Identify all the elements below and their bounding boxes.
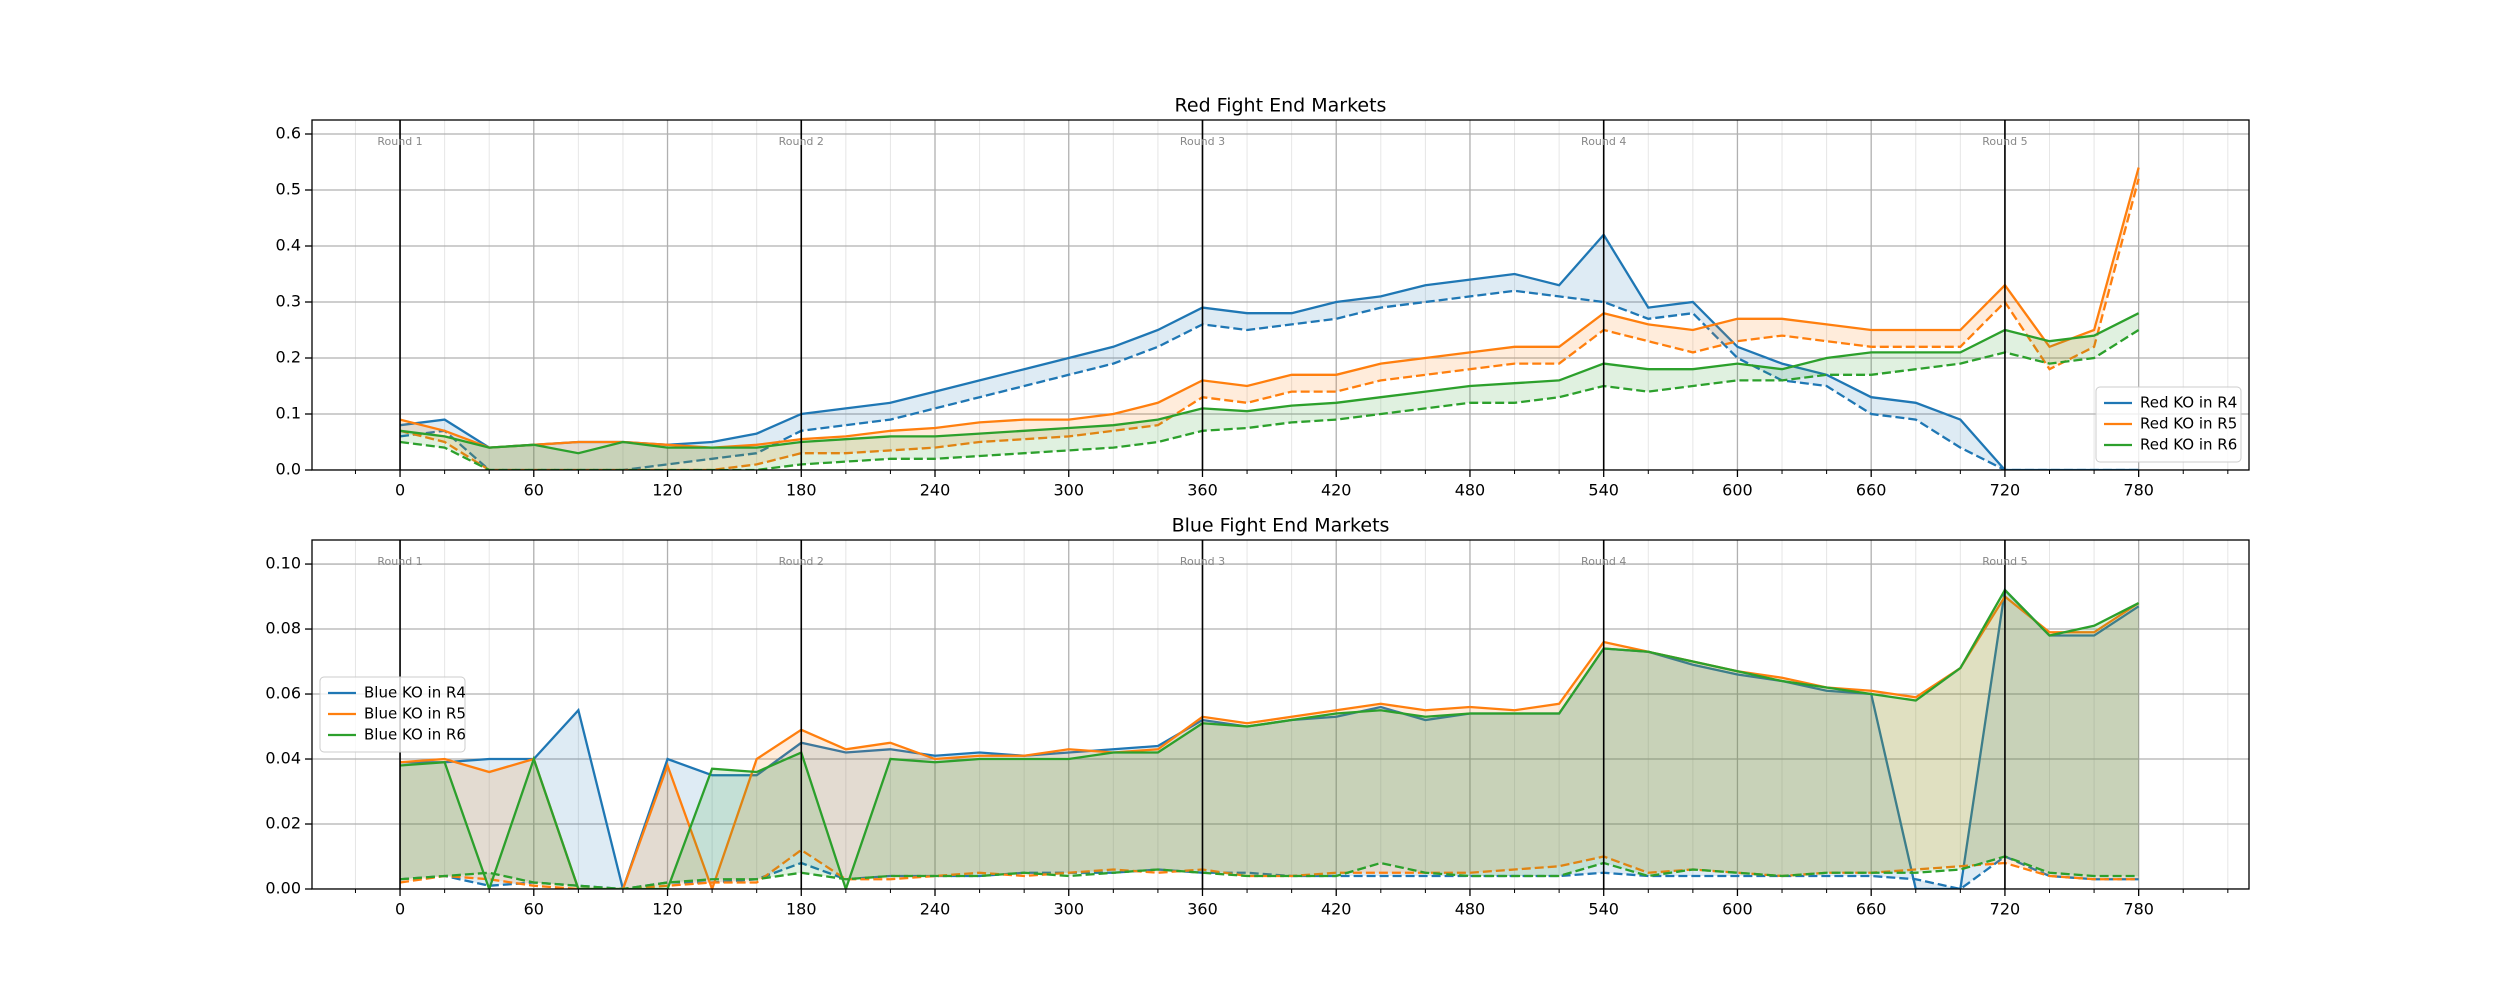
legend-box <box>319 676 466 753</box>
round-label: Round 5 <box>1982 135 2027 148</box>
plot-area <box>312 120 2249 470</box>
y-tick-label: 0.04 <box>265 749 301 768</box>
x-tick-label: 420 <box>1321 481 1352 500</box>
round-label: Round 1 <box>377 135 422 148</box>
round-label: Round 4 <box>1581 135 1626 148</box>
plot-area <box>312 540 2249 889</box>
x-tick-label: 120 <box>652 481 683 500</box>
band-fill <box>400 590 2139 889</box>
x-tick-label: 420 <box>1321 900 1352 919</box>
round-label: Round 3 <box>1180 135 1225 148</box>
y-tick-label: 0.0 <box>276 460 301 479</box>
x-tick-label: 180 <box>786 900 817 919</box>
lower-line <box>399 329 2140 470</box>
x-tick-label: 540 <box>1588 481 1619 500</box>
chart-title: Blue Fight End Markets <box>1172 515 1390 537</box>
x-tick-label: 0 <box>395 900 405 919</box>
x-tick-label: 180 <box>786 481 817 500</box>
x-tick-label: 660 <box>1856 900 1887 919</box>
legend-label: Red KO in R4 <box>2140 394 2237 412</box>
axes-frame <box>311 539 2250 890</box>
x-tick-label: 360 <box>1187 481 1218 500</box>
x-tick-label: 300 <box>1053 900 1084 919</box>
legend-box <box>2095 386 2242 463</box>
axes-frame <box>311 119 2250 471</box>
round-label: Round 2 <box>779 135 824 148</box>
chart-title: Red Fight End Markets <box>1175 95 1387 117</box>
y-tick-label: 0.2 <box>276 348 301 367</box>
band-fill <box>400 234 2139 470</box>
x-tick-label: 480 <box>1455 900 1486 919</box>
x-tick-label: 660 <box>1856 481 1887 500</box>
x-tick-label: 720 <box>1990 900 2021 919</box>
band-fill <box>400 596 2139 889</box>
x-tick-label: 360 <box>1187 900 1218 919</box>
lower-line <box>399 289 2139 470</box>
series-line <box>399 588 2140 889</box>
x-tick-label: 600 <box>1722 900 1753 919</box>
x-tick-label: 120 <box>652 900 683 919</box>
y-tick-label: 0.06 <box>265 684 301 703</box>
series-line <box>399 232 2139 470</box>
legend-label: Red KO in R5 <box>2140 415 2237 433</box>
x-tick-label: 60 <box>524 900 544 919</box>
legend-label: Blue KO in R4 <box>364 684 466 702</box>
y-tick-label: 0.08 <box>265 619 301 638</box>
y-tick-label: 0.3 <box>276 292 301 311</box>
series-line <box>399 312 2140 455</box>
y-tick-label: 0.1 <box>276 404 301 423</box>
round-label: Round 5 <box>1982 555 2027 568</box>
y-tick-label: 0.5 <box>276 180 301 199</box>
lower-line <box>399 855 2139 889</box>
round-label: Round 1 <box>377 555 422 568</box>
legend-label: Red KO in R6 <box>2140 436 2237 454</box>
round-label: Round 2 <box>779 555 824 568</box>
x-tick-label: 240 <box>920 481 951 500</box>
x-tick-label: 600 <box>1722 481 1753 500</box>
x-tick-label: 240 <box>920 900 951 919</box>
legend-label: Blue KO in R6 <box>364 726 466 744</box>
band-fill <box>400 313 2139 470</box>
round-label: Round 4 <box>1581 555 1626 568</box>
legend-label: Blue KO in R5 <box>364 705 466 723</box>
y-tick-label: 0.10 <box>265 554 301 573</box>
x-tick-label: 60 <box>524 481 544 500</box>
series-line <box>399 167 2140 449</box>
y-tick-label: 0.02 <box>265 814 301 833</box>
x-tick-label: 540 <box>1588 900 1619 919</box>
lower-line <box>399 178 2140 470</box>
y-tick-label: 0.00 <box>265 879 301 898</box>
x-tick-label: 480 <box>1455 481 1486 500</box>
y-tick-label: 0.4 <box>276 236 301 255</box>
x-tick-label: 780 <box>2123 900 2154 919</box>
x-tick-label: 780 <box>2123 481 2154 500</box>
x-tick-label: 720 <box>1990 481 2021 500</box>
lower-line <box>399 855 2139 889</box>
x-tick-label: 300 <box>1053 481 1084 500</box>
y-tick-label: 0.6 <box>276 124 301 143</box>
x-tick-label: 0 <box>395 481 405 500</box>
round-label: Round 3 <box>1180 555 1225 568</box>
